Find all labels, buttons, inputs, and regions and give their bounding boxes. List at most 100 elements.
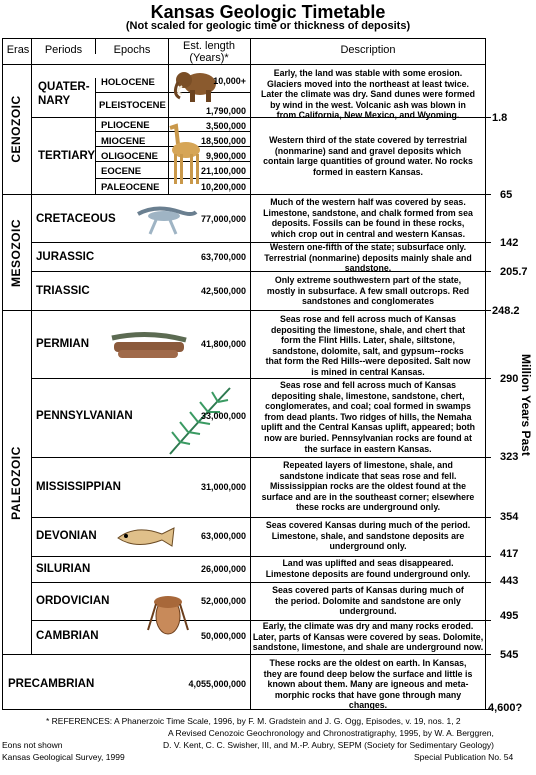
age-tick [486, 620, 491, 621]
period-quaternary-1: QUATER- [38, 81, 90, 93]
length-miocene: 18,500,000 [200, 136, 246, 146]
header-periods: Periods [44, 44, 83, 56]
description-line: now are buried. Pennsylvanian rocks are … [264, 432, 472, 443]
age-tick [486, 556, 491, 557]
epoch-divider [95, 161, 250, 162]
footer-eons-note: Eons not shown [2, 740, 63, 750]
page-subtitle: (Not scaled for geologic time or thickne… [125, 20, 411, 32]
description-line: which crop out in central and western Ka… [270, 228, 466, 239]
age-label: 65 [500, 189, 513, 201]
period-divider [31, 517, 486, 518]
description-line: deposits. Fossils can be found in these … [271, 218, 465, 229]
description-line: Land was uplifted and seas disappeared. [282, 558, 454, 568]
age-label: 354 [500, 511, 519, 523]
footer-reference-1: * REFERENCES: A Phanerzoic Time Scale, 1… [46, 716, 461, 726]
age-label: 142 [500, 237, 519, 249]
description-line: Western third of the state covered by te… [269, 135, 467, 145]
period-jurassic: JURASSIC [36, 251, 95, 263]
description-line: underground only. [329, 541, 407, 552]
length-devonian: 63,000,000 [200, 531, 246, 541]
length-mississippian: 31,000,000 [200, 482, 246, 492]
header-description: Description [340, 44, 396, 56]
footer-reference-4: Special Publication No. 54 [414, 752, 514, 762]
age-label: 248.2 [492, 305, 520, 317]
epoch-divider [95, 178, 250, 179]
period-precambrian: PRECAMBRIAN [8, 678, 95, 690]
col-divider [95, 78, 96, 194]
description-line: by wind in the west. Volcanic ash was bl… [270, 99, 466, 110]
description-line: Seas rose and fell across much of Kansas [279, 314, 456, 324]
period-divider [31, 556, 486, 557]
period-divider [31, 620, 486, 621]
description-cambrian: Early, the climate was dry and many rock… [252, 621, 484, 653]
epoch-miocene: MIOCENE [101, 136, 146, 147]
age-tick [486, 517, 491, 518]
description-line: the surface in eastern Kansas. [304, 443, 432, 454]
epoch-divider [95, 146, 250, 147]
period-divider [31, 582, 486, 583]
footer-reference-2: A Revised Cenozoic Geochronology and Chr… [168, 728, 494, 738]
col-divider [95, 38, 96, 54]
period-devonian: DEVONIAN [36, 530, 97, 542]
description-line: is mined in central Kansas. [311, 366, 425, 377]
description-line: surface and are in the southeast corner;… [261, 491, 475, 502]
col-divider [250, 38, 251, 654]
reptile-on-log-icon [111, 331, 187, 358]
epoch-divider [95, 131, 250, 132]
footer-survey-credit: Kansas Geological Survey, 1999 [2, 752, 125, 762]
description-line: sandstone. [344, 263, 392, 274]
period-cambrian: CAMBRIAN [36, 630, 99, 642]
description-line: sandstone, dolomite, salt, and gypsum--r… [272, 345, 464, 356]
description-line: known about them. Many are igneous and m… [267, 679, 469, 690]
description-line: form the Flint Hills. Later, shale, silt… [280, 335, 456, 346]
period-divider [31, 378, 486, 379]
period-divider [31, 242, 486, 243]
description-line: sandstone indicate that seas rose and fe… [279, 470, 457, 481]
length-pliocene: 3,500,000 [205, 121, 246, 131]
period-pennsylvanian: PENNSYLVANIAN [36, 410, 133, 422]
length-cambrian: 50,000,000 [200, 631, 246, 641]
fern-icon [169, 387, 231, 455]
description-permian: Seas rose and fell across much of Kansas… [252, 314, 484, 378]
era-divider [2, 194, 486, 195]
era-divider [2, 654, 486, 655]
description-line: (nonmarine) sand and gravel deposits whi… [274, 145, 462, 156]
description-line: sandstones and conglomerates [302, 296, 434, 307]
description-line: Later the climate was dry. Sand dunes we… [261, 89, 475, 100]
period-cretaceous: CRETACEOUS [36, 213, 116, 225]
epoch-oligocene: OLIGOCENE [101, 151, 159, 162]
age-label: 443 [500, 575, 519, 587]
age-tick [486, 242, 491, 243]
description-devonian: Seas covered Kansas during much of the p… [252, 520, 484, 552]
col-divider [250, 654, 251, 710]
description-tertiary: Western third of the state covered by te… [252, 135, 484, 177]
age-label: 205.7 [500, 266, 528, 278]
age-tick [486, 194, 491, 195]
description-line: depositing shale, limestone, sandstone, … [271, 390, 465, 401]
length-silurian: 26,000,000 [200, 564, 246, 574]
epoch-paleocene: PALEOCENE [101, 182, 160, 193]
epoch-pliocene: PLIOCENE [101, 120, 150, 131]
description-silurian: Land was uplifted and seas disappeared. L… [252, 558, 484, 579]
epoch-holocene: HOLOCENE [101, 77, 155, 88]
age-tick [486, 271, 491, 272]
age-label: 417 [500, 548, 519, 560]
description-line: from dead plants. Two ridges of hills, t… [264, 411, 472, 422]
description-line: Early, the land was stable with some ero… [273, 68, 463, 78]
period-triassic: TRIASSIC [36, 285, 90, 297]
description-line: uplift and the Central Kansas uplift, ap… [260, 422, 476, 433]
age-tick [486, 582, 491, 583]
description-line: conglomerates, and coal; coal formed in … [265, 401, 471, 412]
description-line: Much of the western half was covered by … [270, 197, 466, 207]
fish-icon [117, 527, 175, 547]
period-divider [31, 457, 486, 458]
description-line: sandstone, limestone, and shale are unde… [252, 642, 484, 653]
col-divider [168, 38, 169, 194]
period-quaternary-2: NARY [38, 95, 71, 107]
epoch-pleistocene: PLEISTOCENE [99, 100, 166, 111]
description-line: changes. [348, 700, 388, 711]
description-line: Seas covered Kansas during much of the p… [265, 520, 471, 530]
epoch-eocene: EOCENE [101, 166, 142, 177]
age-label: 495 [500, 610, 519, 622]
description-line: Western one-fifth of the state; subsurfa… [269, 242, 467, 252]
